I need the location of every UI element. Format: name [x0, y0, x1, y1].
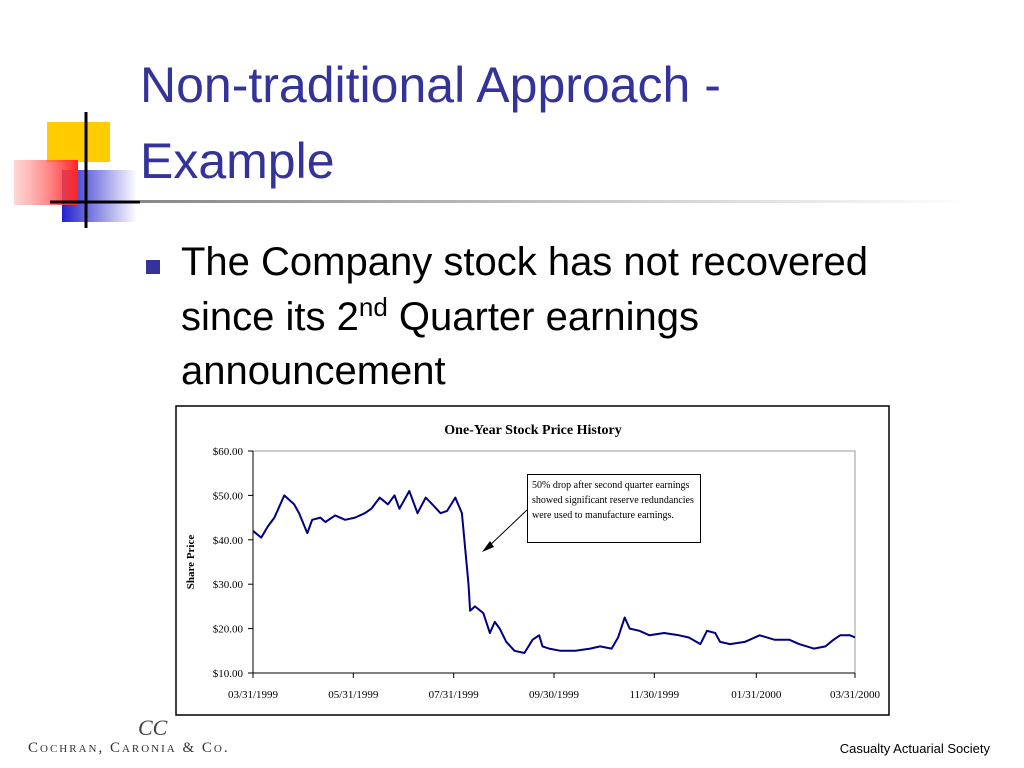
x-tick-label: 07/31/1999 [429, 689, 480, 701]
y-axis-label: Share Price [185, 535, 197, 590]
chart-title: One-Year Stock Price History [444, 423, 621, 438]
annotation: 50% drop after second quarter earnings s… [527, 474, 701, 543]
x-tick-label: 03/31/1999 [228, 689, 279, 701]
y-tick-label: $20.00 [213, 624, 244, 636]
x-tick-label: 11/30/1999 [629, 689, 679, 701]
bullet-text: since its 2 [181, 295, 359, 339]
x-tick-label: 05/31/1999 [328, 689, 379, 701]
bullet-text: Quarter earnings [388, 295, 699, 339]
annotation-box: 50% drop after second quarter earnings s… [527, 474, 701, 543]
arrow [485, 509, 528, 550]
x-tick-label: 03/31/2000 [830, 689, 881, 701]
x-tick-label: 09/30/1999 [529, 689, 580, 701]
footer: Casualty Actuarial Society [840, 741, 991, 756]
y-tick-label: $10.00 [213, 668, 244, 680]
bullet [146, 260, 160, 274]
y-tick-label: $30.00 [213, 579, 244, 591]
arrowhead [482, 541, 494, 552]
bullet-text: The Company stock has not recovered [181, 240, 868, 284]
y-tick-label: $40.00 [213, 535, 244, 547]
slide-title: Example [140, 133, 335, 189]
bullet-text: since its 2nd Quarter earnings [181, 292, 699, 339]
logo: CC [138, 715, 168, 740]
y-tick-label: $60.00 [213, 446, 244, 458]
company-name: Cochran, Caronia & Co. [28, 740, 230, 756]
price-line [252, 490, 856, 654]
slide-title: Non-traditional Approach - [140, 57, 721, 113]
x-tick-label: 01/31/2000 [731, 689, 782, 701]
y-tick-label: $50.00 [213, 490, 244, 502]
decoration [14, 112, 970, 228]
superscript: nd [359, 292, 388, 322]
bullet-text: announcement [181, 349, 446, 393]
